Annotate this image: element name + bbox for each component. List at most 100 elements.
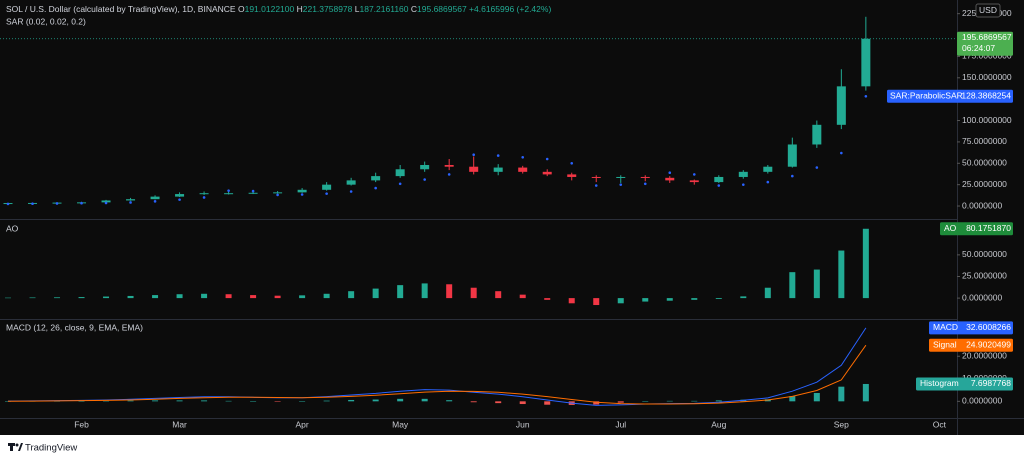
badge-text: Signal [933, 339, 957, 349]
candle-body [836, 86, 846, 125]
histogram-bar [666, 400, 673, 402]
histogram-bar [715, 400, 722, 402]
y-tick-label: 50.0000000 [962, 249, 1007, 259]
sar-dot [300, 193, 304, 196]
sar-dot [692, 173, 696, 176]
x-tick-label: Jul [615, 419, 626, 429]
candle-body [689, 180, 699, 183]
histogram-bar [372, 399, 379, 402]
currency: USD [979, 5, 997, 15]
sar-dot [55, 202, 59, 205]
candle-body [763, 166, 773, 172]
badge-text: 80.1751870 [966, 223, 1011, 233]
ao-bar [397, 285, 404, 299]
candle-body [420, 164, 430, 170]
sar-dot [791, 174, 794, 178]
sar-dot [643, 182, 647, 186]
y-tick-label: 20.0000000 [962, 351, 1007, 361]
ohlc-key: C [411, 4, 417, 14]
candle-body [738, 171, 748, 177]
sar-dot [742, 183, 745, 186]
histogram-bar [78, 401, 85, 402]
histogram-bar [593, 401, 600, 405]
candle-body [297, 189, 307, 193]
badge-text: Histogram [920, 378, 959, 388]
sar-dot [521, 156, 525, 159]
histogram-bar [544, 401, 551, 405]
sar-dot [717, 184, 721, 187]
ao-bar [789, 272, 796, 299]
candle-body [812, 124, 822, 145]
ohlc-key: H [297, 4, 303, 14]
y-tick-label: 25.0000000 [962, 271, 1007, 281]
ao-bar [348, 291, 355, 299]
candle-body [542, 171, 552, 175]
x-tick-label: May [392, 419, 409, 429]
sar-dot [202, 196, 206, 199]
histogram-bar [127, 400, 134, 402]
candle-body [248, 192, 258, 194]
sar-dot [619, 183, 623, 186]
ao-bar [103, 296, 110, 299]
candle-body [273, 192, 283, 194]
histogram-bar [495, 401, 502, 404]
ao-bar [299, 295, 306, 299]
histogram-bar [5, 401, 11, 402]
sar-dot [6, 202, 10, 206]
x-tick-label: Aug [711, 419, 726, 429]
ao-bar [323, 293, 330, 299]
value-badge [929, 321, 1013, 335]
candle-body [640, 176, 650, 178]
badge-text: MACD [933, 322, 958, 332]
histogram-bar [446, 400, 453, 402]
ohlc-key: O [238, 4, 245, 14]
sar-dot [423, 178, 426, 181]
ohlc-value: 187.2161160 [360, 4, 409, 14]
ao-bar [201, 293, 208, 299]
candle-body [175, 194, 185, 197]
ao-bar [593, 298, 600, 306]
x-tick-label: Mar [172, 419, 187, 429]
candle-body [224, 193, 234, 195]
ao-bar [225, 294, 232, 299]
macd-line [7, 327, 867, 406]
sar-dot [349, 190, 353, 193]
sar-dot [545, 157, 549, 161]
header: SOL / U.S. Dollar (calculated by Trading… [6, 4, 551, 14]
sar-dot [374, 186, 377, 190]
price-badge [957, 31, 1013, 56]
candle-body [567, 174, 577, 177]
y-tick-label: 0.0000000 [962, 200, 1002, 210]
y-tick-label: 0.0000000 [962, 396, 1002, 406]
sar-dot [251, 189, 255, 193]
ao-bar [5, 297, 11, 299]
badge-text: SAR:ParabolicSAR [890, 91, 963, 101]
candle-body [126, 199, 136, 201]
x-tick-label: Sep [834, 419, 849, 429]
indicator-title: SAR (0.02, 0.02, 0.2) [6, 16, 86, 26]
histogram-bar [103, 400, 110, 402]
logo-shape [10, 443, 13, 451]
logo-shape [18, 443, 23, 451]
ao-bar [421, 283, 428, 299]
histogram-bar [348, 399, 355, 402]
ao-bar [862, 228, 869, 299]
ohlc-value: 195.6869567 [417, 4, 467, 14]
histogram-bar [421, 398, 428, 402]
y-tick-label: 25.0000000 [962, 179, 1007, 189]
sar-dot [80, 201, 83, 205]
sar-dot [31, 202, 34, 206]
candle-body [714, 176, 724, 183]
symbol: SOL / U.S. Dollar (calculated by Trading… [6, 4, 236, 14]
histogram-bar [617, 401, 624, 403]
candle-body [787, 144, 797, 167]
macd-line [7, 344, 867, 405]
candle-body [518, 167, 528, 172]
candle-body [101, 200, 111, 203]
histogram-bar [838, 386, 845, 402]
sar-dot [472, 153, 475, 157]
candle-body [371, 176, 381, 181]
sar-dot [840, 151, 843, 155]
candle-body [665, 177, 675, 181]
histogram-bar [225, 400, 232, 402]
